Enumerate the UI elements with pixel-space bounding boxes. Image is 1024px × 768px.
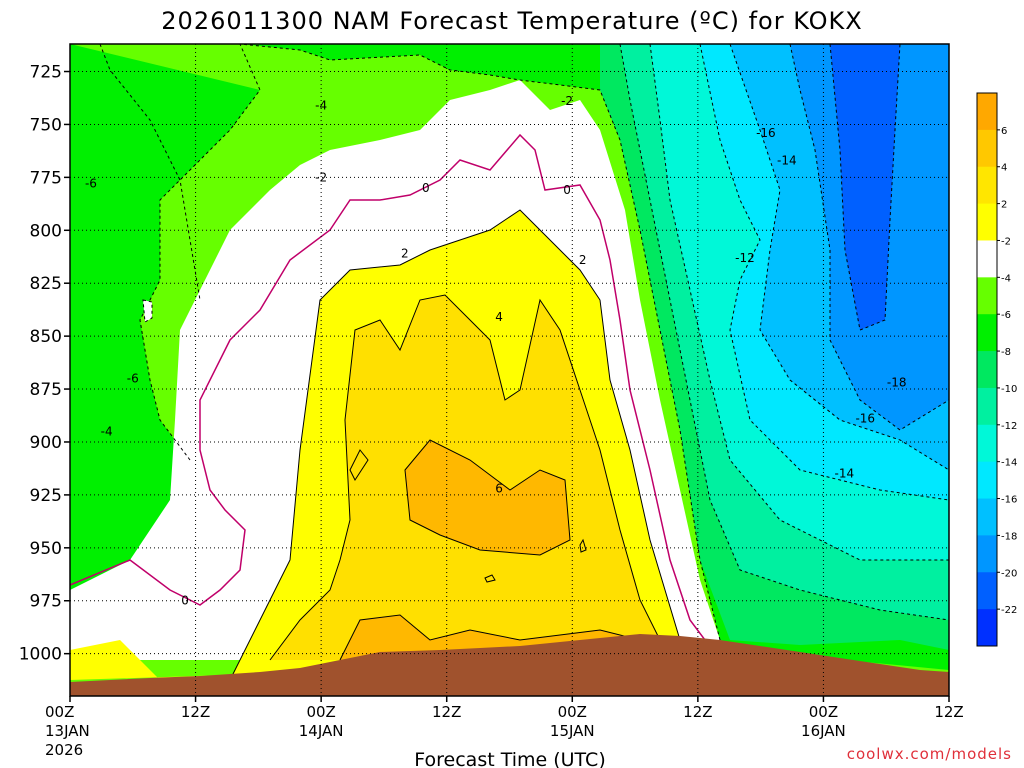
x-tick-date: 13JAN <box>45 722 90 740</box>
contour-label: -14 <box>835 467 855 481</box>
colorbar-swatch <box>977 424 997 463</box>
colorbar-frame <box>976 92 998 647</box>
y-tick-label: 950 <box>30 539 62 559</box>
colorbar-swatch <box>977 93 997 131</box>
contour-label: -16 <box>756 126 776 140</box>
x-tick-label: 00Z <box>45 703 74 721</box>
colorbar-swatch <box>977 203 997 241</box>
white-blob <box>142 299 153 323</box>
colorbar-swatch <box>977 498 997 536</box>
contour-label: -16 <box>855 412 875 426</box>
colorbar-label: -18 <box>1001 531 1017 542</box>
x-tick-label: 00Z <box>809 703 838 721</box>
y-tick-label: 750 <box>30 115 62 135</box>
x-tick-label: 12Z <box>934 703 963 721</box>
x-tick-label: 12Z <box>181 703 210 721</box>
colorbar-label: -8 <box>1001 347 1011 358</box>
fill-band-minus-20 <box>830 44 900 330</box>
colorbar-swatch <box>977 609 997 647</box>
contour-label: -14 <box>777 153 797 167</box>
y-tick-label: 875 <box>30 380 62 400</box>
contour-label: 0 <box>563 183 571 197</box>
y-tick-label: 825 <box>30 274 62 294</box>
colorbar-label: -10 <box>1001 384 1017 395</box>
y-axis: 725 750 775 800 825 850 875 900 925 950 975 1000 <box>19 63 70 665</box>
credit-text: coolwx.com/models <box>847 745 1012 763</box>
x-tick-label: 00Z <box>558 703 587 721</box>
colorbar-swatch <box>977 129 997 168</box>
colorbar-swatch <box>977 277 997 315</box>
contour-label: -4 <box>101 424 113 438</box>
colorbar-label: -6 <box>1001 310 1011 321</box>
contour-label: -12 <box>735 251 755 265</box>
colorbar-label: -2 <box>1001 236 1011 247</box>
colorbar-swatch <box>977 240 997 278</box>
x-tick-date: 16JAN <box>801 722 846 740</box>
colorbar-swatch <box>977 351 997 389</box>
y-tick-label: 900 <box>30 433 62 453</box>
colorbar-swatch <box>977 535 997 573</box>
temperature-fill <box>70 44 949 696</box>
contour-label: 2 <box>579 253 587 267</box>
colorbar-swatch <box>977 387 997 426</box>
colorbar-swatch <box>977 461 997 500</box>
y-tick-label: 775 <box>30 168 62 188</box>
colorbar-label: -12 <box>1001 421 1017 432</box>
colorbar-label: -20 <box>1001 568 1017 579</box>
x-tick-date: 15JAN <box>550 722 595 740</box>
x-tick-date: 14JAN <box>299 722 344 740</box>
x-axis-label: Forecast Time (UTC) <box>414 749 605 768</box>
contour-label: -6 <box>85 177 97 191</box>
negative-contours <box>70 44 949 641</box>
zero-contour <box>70 133 706 641</box>
colorbar-label: -22 <box>1001 605 1017 616</box>
colorbar-label: 4 <box>1001 163 1007 174</box>
contour-label: 2 <box>401 247 409 261</box>
colorbar-swatch <box>977 572 997 610</box>
contour-label: -2 <box>561 94 573 108</box>
y-tick-label: 925 <box>30 486 62 506</box>
y-tick-label: 725 <box>30 63 62 83</box>
colorbar-label: -14 <box>1001 458 1017 469</box>
contour-label: -2 <box>315 170 327 184</box>
grid-lines <box>70 44 949 696</box>
contour-label: -18 <box>887 376 907 390</box>
chart-title: 2026011300 NAM Forecast Temperature (ºC)… <box>161 7 862 35</box>
y-tick-label: 975 <box>30 592 62 612</box>
x-tick-label: 12Z <box>683 703 712 721</box>
x-tick-year: 2026 <box>45 741 83 759</box>
colorbar-label: 2 <box>1001 200 1007 211</box>
y-tick-label: 800 <box>30 221 62 241</box>
colorbar-label: -16 <box>1001 495 1017 506</box>
colorbar-swatch <box>977 166 997 205</box>
contour-label: -6 <box>127 371 139 385</box>
contour-label: -4 <box>315 98 327 112</box>
colorbar-label: -4 <box>1001 273 1011 284</box>
colorbar: 6 4 2 -2 -4 -6 -8 -10 -12 -14 -16 -18 -20 -22 <box>976 92 1017 647</box>
x-tick-label: 00Z <box>306 703 335 721</box>
contour-label: 4 <box>495 310 503 324</box>
y-tick-label: 850 <box>30 327 62 347</box>
x-tick-label: 12Z <box>432 703 461 721</box>
positive-contours <box>229 209 701 681</box>
colorbar-swatch <box>977 314 997 352</box>
contour-label: 0 <box>181 594 189 608</box>
terrain-ground <box>70 634 949 696</box>
contour-label: 6 <box>495 482 503 496</box>
y-tick-label: 1000 <box>19 645 62 665</box>
plot-frame <box>69 43 950 697</box>
colorbar-label: 6 <box>1001 126 1007 137</box>
contour-label: 0 <box>422 181 430 195</box>
